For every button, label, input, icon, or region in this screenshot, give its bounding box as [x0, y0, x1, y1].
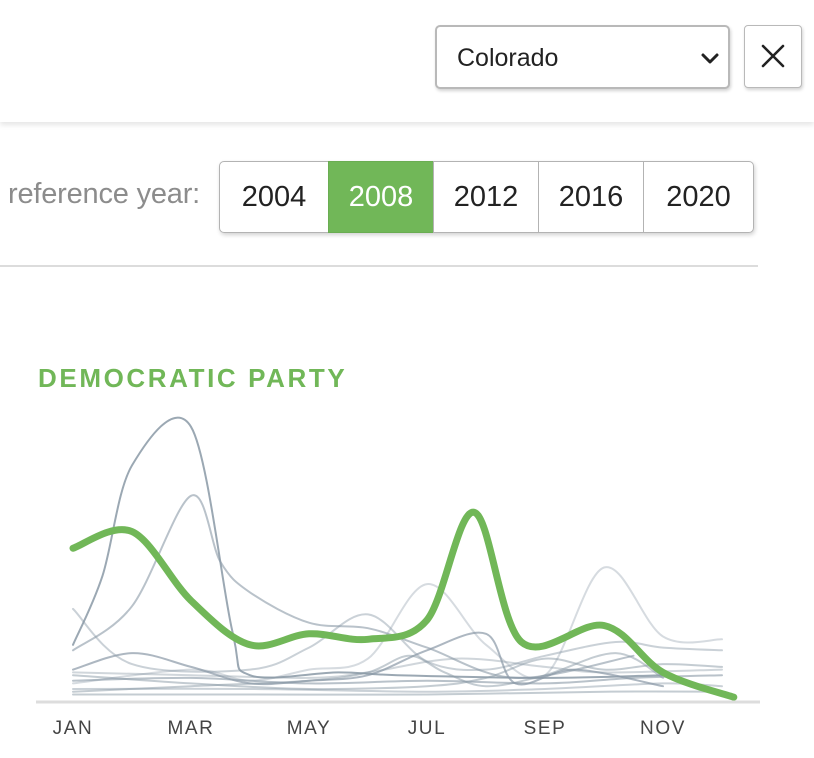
background-series-line [72, 631, 664, 688]
year-button-2004[interactable]: 2004 [219, 161, 329, 233]
chevron-down-icon [701, 53, 719, 64]
x-tick-label: JAN [53, 718, 94, 739]
state-select[interactable]: Colorado [435, 25, 730, 89]
x-tick-labels: JAN MAR MAY JUL SEP NOV [53, 718, 686, 739]
chart-title: DEMOCRATIC PARTY [38, 363, 348, 393]
background-series-line [72, 607, 723, 673]
year-button-2008[interactable]: 2008 [328, 161, 434, 233]
highlight-series-group [69, 508, 738, 701]
x-tick-label: NOV [640, 718, 686, 739]
close-button[interactable] [744, 25, 802, 88]
background-series-group [72, 416, 723, 696]
x-tick-label: SEP [524, 718, 567, 739]
background-series-line [72, 674, 723, 685]
reference-year-label: reference year: [8, 178, 201, 210]
state-select-value: Colorado [457, 44, 559, 72]
background-series-line [72, 657, 723, 679]
background-series-line [72, 690, 723, 696]
close-icon [761, 44, 785, 68]
year-button-2020[interactable]: 2020 [643, 161, 754, 233]
chart-area: JAN MAR MAY JUL SEP NOV [36, 416, 760, 739]
reference-year-button-group: 2004 2008 2012 2016 2020 [219, 161, 754, 233]
background-series-line [72, 494, 635, 679]
section-divider [0, 265, 758, 267]
top-bar: Colorado [0, 0, 814, 122]
year-button-2012[interactable]: 2012 [433, 161, 539, 233]
background-series-line [72, 682, 723, 693]
x-tick-label: MAY [287, 718, 332, 739]
background-series-line [72, 566, 723, 685]
background-series-line [72, 416, 664, 679]
x-tick-label: MAR [167, 718, 214, 739]
series-line-2008 [69, 508, 738, 701]
background-series-line [72, 657, 723, 691]
year-button-2016[interactable]: 2016 [538, 161, 644, 233]
x-tick-label: JUL [408, 718, 447, 739]
